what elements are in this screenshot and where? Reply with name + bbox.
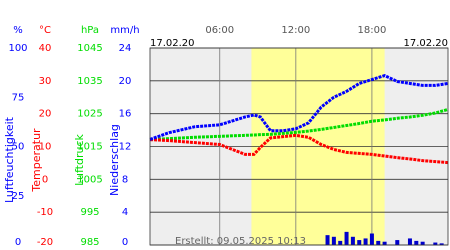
precip-bar (382, 241, 387, 245)
y-tick-label: 4 (122, 207, 128, 218)
y-tick-label: 1005 (77, 174, 102, 185)
precip-bar (369, 233, 374, 245)
precip-bar (439, 243, 444, 245)
x-tick-label: 18:00 (358, 25, 387, 36)
y-tick-label: -20 (37, 237, 53, 248)
precip-bar (350, 236, 355, 245)
precip-bar (344, 231, 349, 245)
axis-unit: °C (39, 25, 51, 36)
y-tick-label: 30 (39, 76, 52, 87)
y-tick-label: 985 (80, 237, 99, 248)
date-right: 17.02.20 (403, 38, 448, 49)
y-tick-label: 1025 (77, 109, 102, 120)
precip-bar (420, 241, 425, 245)
y-tick-label: 12 (119, 142, 132, 153)
precip-bar (363, 238, 368, 245)
axis-title: Temperatur (30, 128, 43, 193)
axis-unit: mm/h (110, 25, 139, 36)
y-tick-label: 75 (12, 92, 25, 103)
precip-bar (331, 236, 336, 245)
y-tick-label: 50 (12, 142, 25, 153)
footer: Erstellt: 09.05.2025 10:13 (175, 236, 306, 247)
y-tick-label: 100 (8, 43, 27, 54)
precip-bar (407, 238, 412, 245)
axis-title: Luftdruck (73, 133, 86, 185)
x-tick-label: 12:00 (281, 25, 310, 36)
x-tick-label: 06:00 (205, 25, 234, 36)
axis-title: Niederschlag (108, 124, 121, 196)
y-tick-label: 995 (80, 207, 99, 218)
series-line (149, 73, 449, 141)
y-tick-label: 25 (12, 191, 25, 202)
precip-bar (357, 240, 362, 245)
precip-bar (395, 240, 400, 245)
y-tick-label: 0 (15, 237, 21, 248)
precip-bar (414, 240, 419, 245)
y-tick-label: 0 (122, 237, 128, 248)
y-tick-label: 1035 (77, 76, 102, 87)
y-tick-label: 1045 (77, 43, 102, 54)
y-tick-label: 20 (119, 76, 132, 87)
y-tick-label: 20 (39, 109, 52, 120)
precip-bar (433, 242, 438, 245)
y-tick-label: 8 (122, 174, 128, 185)
axis-title: Luftfeuchtigkeit (3, 116, 16, 203)
precip-bar (325, 235, 330, 245)
y-tick-label: 1015 (77, 142, 102, 153)
precip-bar (338, 240, 343, 245)
series-line (149, 107, 449, 142)
axis-unit: hPa (81, 25, 99, 36)
y-tick-label: 10 (39, 142, 52, 153)
date-left: 17.02.20 (150, 38, 195, 49)
series-line (149, 133, 449, 165)
y-tick-label: -10 (37, 207, 53, 218)
plot-border (149, 47, 449, 246)
y-tick-label: 16 (119, 109, 132, 120)
y-tick-label: 40 (39, 43, 52, 54)
axis-unit: % (13, 25, 23, 36)
y-tick-label: 0 (42, 174, 48, 185)
y-tick-label: 24 (119, 43, 132, 54)
precip-bar (376, 240, 381, 245)
